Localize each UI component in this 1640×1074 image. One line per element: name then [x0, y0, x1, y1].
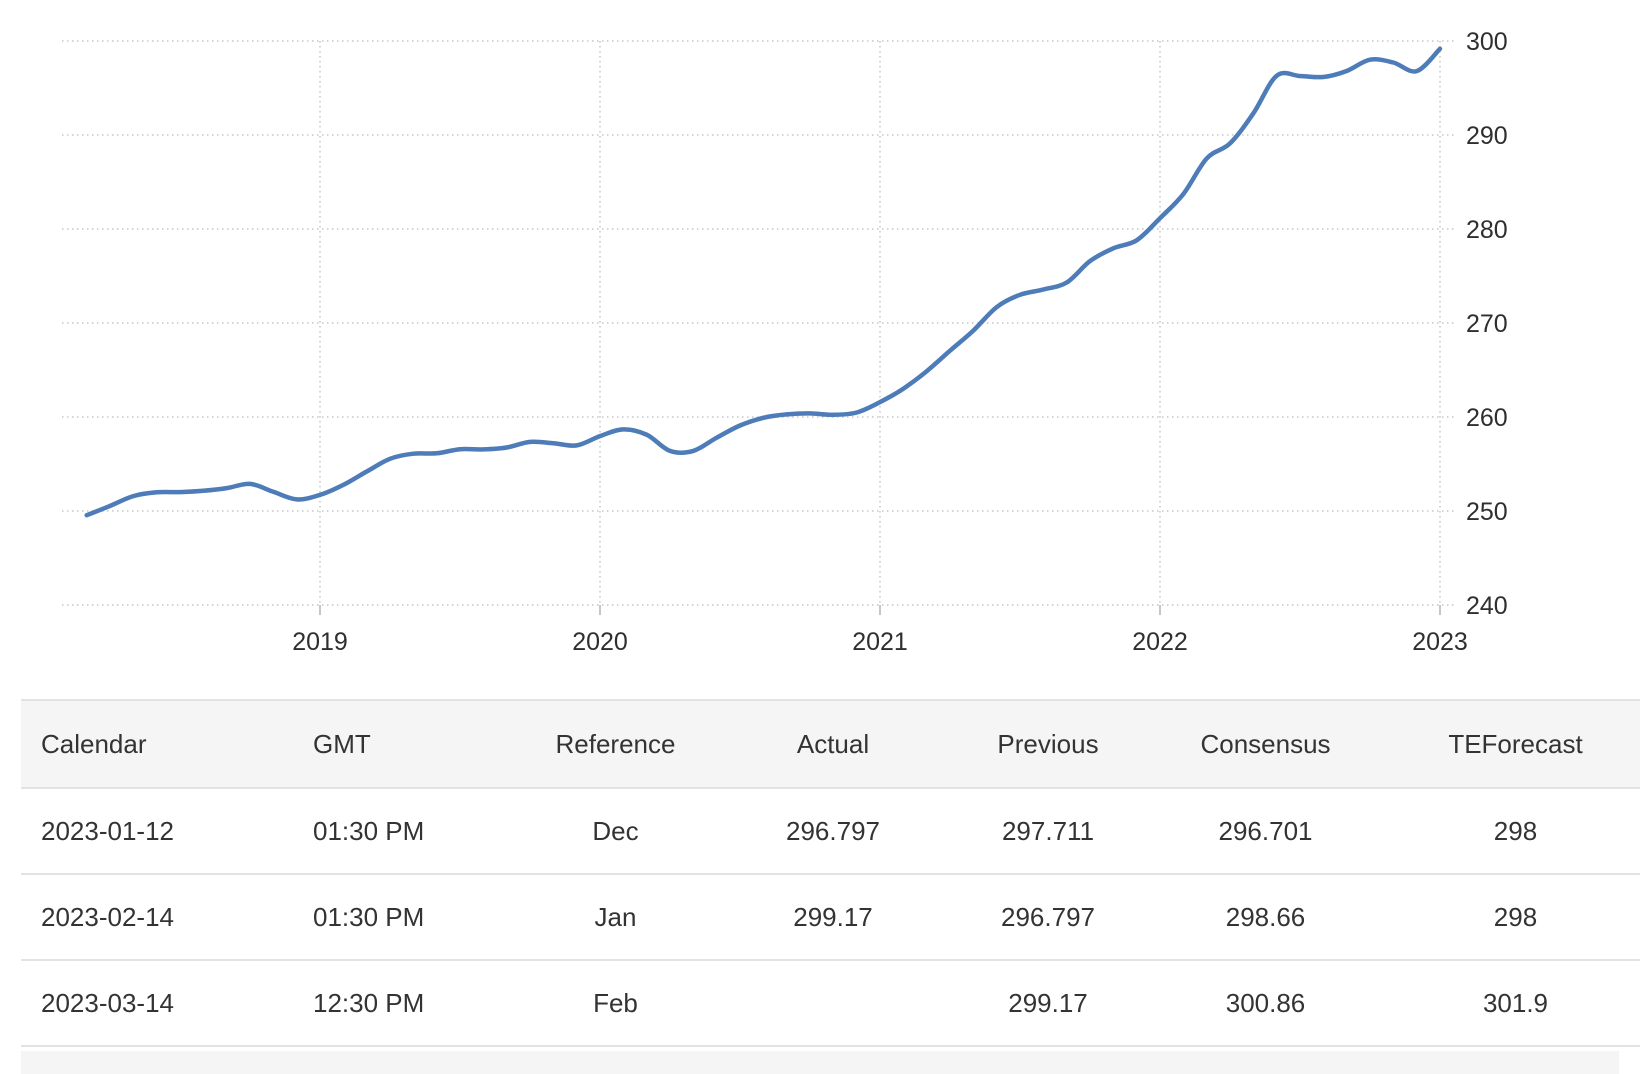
- table-row: 2023-03-14 12:30 PM Feb 299.17 300.86 30…: [21, 959, 1640, 1047]
- cell-actual: [723, 959, 943, 1047]
- cpi-series-line: [84, 46, 1443, 518]
- next-section-header-partial: [21, 1051, 1619, 1074]
- cell-reference: Feb: [508, 959, 723, 1047]
- cell-reference: Jan: [508, 873, 723, 961]
- cell-teforecast: 301.9: [1378, 959, 1640, 1047]
- x-axis-label: 2021: [852, 628, 908, 656]
- cell-teforecast: 298: [1378, 873, 1640, 961]
- table-header-row: Calendar GMT Reference Actual Previous C…: [21, 699, 1640, 789]
- column-header-calendar: Calendar: [21, 699, 299, 789]
- x-axis-label: 2022: [1132, 628, 1188, 656]
- y-axis-label: 270: [1466, 310, 1508, 338]
- y-axis-label: 280: [1466, 216, 1508, 244]
- cell-calendar: 2023-01-12: [21, 787, 299, 875]
- column-header-gmt: GMT: [299, 699, 508, 789]
- cell-gmt: 01:30 PM: [299, 873, 508, 961]
- cell-previous: 296.797: [943, 873, 1153, 961]
- table-row: 2023-02-14 01:30 PM Jan 299.17 296.797 2…: [21, 873, 1640, 961]
- cpi-chart[interactable]: 300 290 280 270 260 250 240 2019 2020 2021 2022 202…: [0, 0, 1640, 660]
- column-header-reference: Reference: [508, 699, 723, 789]
- cell-actual: 299.17: [723, 873, 943, 961]
- table-row: 2023-01-12 01:30 PM Dec 296.797 297.711 …: [21, 787, 1640, 875]
- calendar-table: Calendar GMT Reference Actual Previous C…: [21, 699, 1640, 1047]
- cell-gmt: 01:30 PM: [299, 787, 508, 875]
- cell-previous: 299.17: [943, 959, 1153, 1047]
- x-axis-label: 2019: [292, 628, 348, 656]
- cell-gmt: 12:30 PM: [299, 959, 508, 1047]
- column-header-consensus: Consensus: [1153, 699, 1378, 789]
- x-axis-label: 2020: [572, 628, 628, 656]
- cell-calendar: 2023-02-14: [21, 873, 299, 961]
- cell-consensus: 298.66: [1153, 873, 1378, 961]
- cell-previous: 297.711: [943, 787, 1153, 875]
- cell-calendar: 2023-03-14: [21, 959, 299, 1047]
- y-axis-label: 240: [1466, 592, 1508, 620]
- cell-consensus: 300.86: [1153, 959, 1378, 1047]
- cell-reference: Dec: [508, 787, 723, 875]
- y-axis-label: 250: [1466, 498, 1508, 526]
- cell-teforecast: 298: [1378, 787, 1640, 875]
- cell-consensus: 296.701: [1153, 787, 1378, 875]
- cell-actual: 296.797: [723, 787, 943, 875]
- column-header-teforecast: TEForecast: [1378, 699, 1640, 789]
- cpi-chart-svg[interactable]: 300 290 280 270 260 250 240 2019 2020 2021 2022 202…: [0, 0, 1640, 660]
- y-axis-label: 260: [1466, 404, 1508, 432]
- y-axis-label: 290: [1466, 122, 1508, 150]
- y-axis-label: 300: [1466, 28, 1508, 56]
- column-header-previous: Previous: [943, 699, 1153, 789]
- x-axis-label: 2023: [1412, 628, 1468, 656]
- column-header-actual: Actual: [723, 699, 943, 789]
